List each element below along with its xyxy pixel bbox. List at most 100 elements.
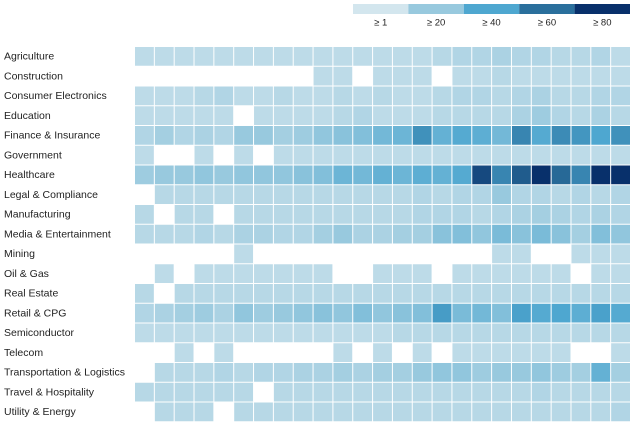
cell bbox=[591, 145, 611, 165]
row-label: Agriculture bbox=[4, 51, 54, 63]
cell bbox=[135, 224, 154, 244]
cell bbox=[154, 86, 174, 106]
cell bbox=[293, 106, 313, 125]
cell bbox=[333, 284, 353, 303]
cell bbox=[611, 244, 630, 264]
cell bbox=[214, 244, 234, 264]
row-label: Real Estate bbox=[4, 288, 58, 300]
cell bbox=[511, 47, 531, 66]
cell bbox=[392, 323, 412, 343]
cell bbox=[194, 343, 214, 362]
cell bbox=[551, 185, 571, 204]
cell bbox=[353, 382, 373, 402]
cell bbox=[234, 264, 254, 283]
cell bbox=[392, 165, 412, 185]
cell bbox=[373, 402, 392, 422]
cell bbox=[412, 106, 432, 125]
cell bbox=[531, 185, 551, 204]
cell bbox=[373, 303, 392, 323]
cell bbox=[373, 47, 392, 66]
cell bbox=[492, 86, 511, 106]
cell bbox=[551, 224, 571, 244]
cell bbox=[234, 145, 254, 165]
cell bbox=[452, 264, 472, 283]
cell bbox=[373, 363, 392, 382]
cell bbox=[412, 284, 432, 303]
cell bbox=[254, 382, 273, 402]
cell bbox=[412, 126, 432, 145]
cell bbox=[412, 363, 432, 382]
cell bbox=[432, 284, 452, 303]
cell bbox=[333, 106, 353, 125]
cell bbox=[492, 303, 511, 323]
cell bbox=[234, 224, 254, 244]
cell bbox=[492, 264, 511, 283]
cell bbox=[254, 165, 273, 185]
row-label: Finance & Insurance bbox=[4, 130, 100, 142]
cell bbox=[571, 303, 591, 323]
cell bbox=[313, 126, 333, 145]
cell bbox=[333, 165, 353, 185]
cell bbox=[611, 363, 630, 382]
cell bbox=[452, 47, 472, 66]
cell bbox=[452, 126, 472, 145]
cell bbox=[154, 185, 174, 204]
cell bbox=[194, 224, 214, 244]
row-label: Media & Entertainment bbox=[4, 228, 111, 240]
cell bbox=[571, 363, 591, 382]
cell bbox=[154, 66, 174, 86]
cell bbox=[174, 106, 194, 125]
row-label: Utility & Energy bbox=[4, 406, 77, 418]
cell bbox=[571, 264, 591, 283]
cell bbox=[293, 165, 313, 185]
cell bbox=[273, 185, 293, 204]
cell bbox=[194, 205, 214, 224]
cell bbox=[373, 244, 392, 264]
cell bbox=[174, 165, 194, 185]
cell bbox=[551, 47, 571, 66]
cell bbox=[611, 86, 630, 106]
cell bbox=[254, 47, 273, 66]
cell bbox=[154, 106, 174, 125]
cell bbox=[333, 264, 353, 283]
cell bbox=[611, 303, 630, 323]
cell bbox=[194, 284, 214, 303]
row-label: Consumer Electronics bbox=[4, 90, 107, 102]
cell bbox=[373, 165, 392, 185]
cell bbox=[254, 185, 273, 204]
cell bbox=[135, 343, 154, 362]
cell bbox=[511, 185, 531, 204]
cell bbox=[392, 244, 412, 264]
cell bbox=[452, 382, 472, 402]
cell bbox=[472, 86, 492, 106]
cell bbox=[611, 47, 630, 66]
cell bbox=[214, 343, 234, 362]
cell bbox=[174, 284, 194, 303]
cell bbox=[313, 244, 333, 264]
cell bbox=[135, 363, 154, 382]
cell bbox=[551, 402, 571, 422]
cell bbox=[373, 343, 392, 362]
cell bbox=[333, 185, 353, 204]
cell bbox=[273, 303, 293, 323]
cell bbox=[611, 402, 630, 422]
cell bbox=[591, 86, 611, 106]
cell bbox=[392, 264, 412, 283]
cell bbox=[214, 205, 234, 224]
cell bbox=[591, 165, 611, 185]
cell bbox=[571, 402, 591, 422]
cell bbox=[273, 66, 293, 86]
cell bbox=[511, 224, 531, 244]
cell bbox=[511, 106, 531, 125]
legend-swatch bbox=[574, 4, 630, 14]
cell bbox=[194, 145, 214, 165]
cell bbox=[511, 284, 531, 303]
cell bbox=[313, 145, 333, 165]
cell bbox=[313, 224, 333, 244]
cell bbox=[234, 363, 254, 382]
cell bbox=[135, 145, 154, 165]
cell bbox=[293, 224, 313, 244]
cell bbox=[551, 126, 571, 145]
cell bbox=[531, 284, 551, 303]
cell bbox=[392, 205, 412, 224]
